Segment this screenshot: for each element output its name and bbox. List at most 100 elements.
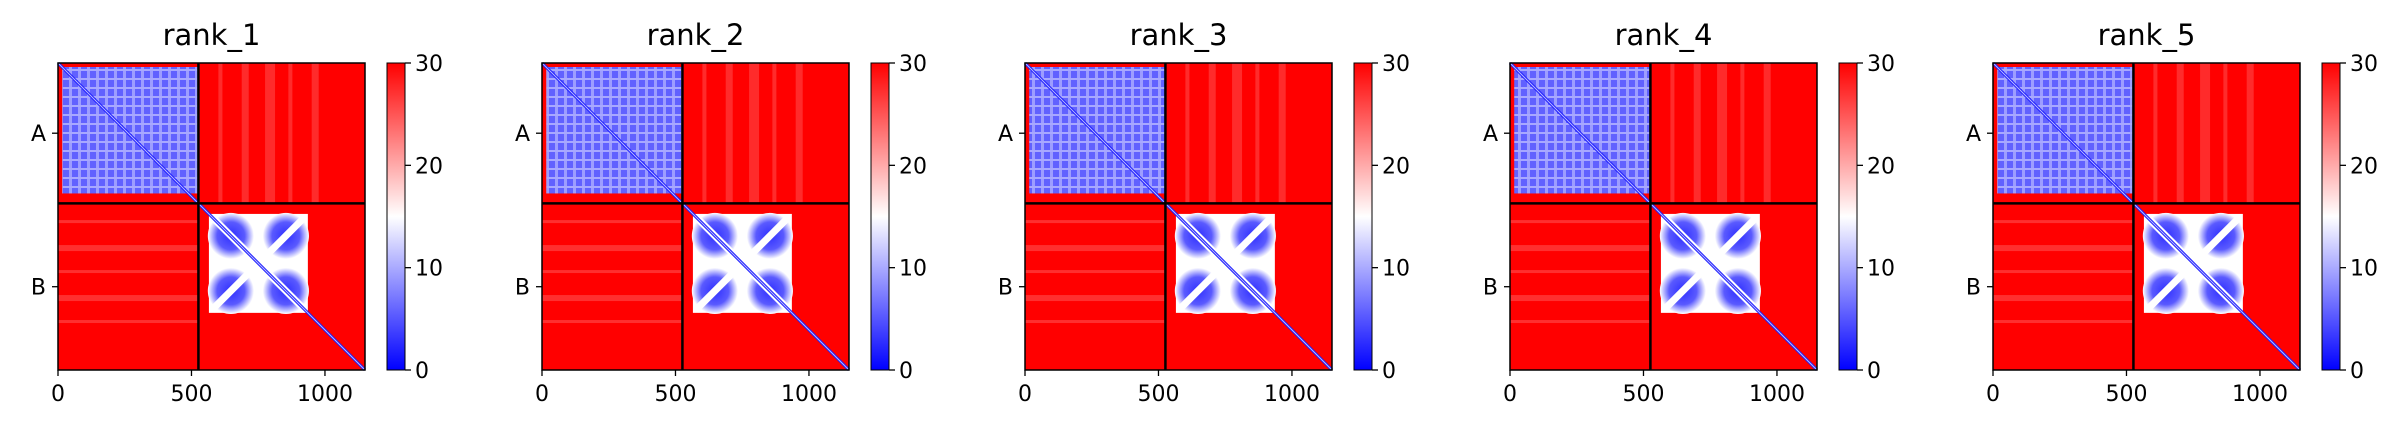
interchain-streak [311, 63, 319, 204]
interchain-streak [1740, 63, 1745, 204]
panel-title: rank_1 [163, 18, 261, 52]
x-tick-label: 0 [51, 382, 65, 407]
interchain-streak [1025, 295, 1166, 302]
y-tick-label: A [1483, 122, 1498, 147]
interchain-streak [2246, 63, 2254, 204]
interchain-streak [1993, 245, 2134, 252]
interchain-streak [1993, 270, 2134, 274]
panel-frame [541, 62, 850, 371]
interchain-streak [288, 63, 293, 204]
panel-title: rank_4 [1615, 18, 1713, 52]
x-tick-label: 500 [1137, 382, 1179, 407]
interchain-streak [1025, 270, 1166, 274]
interchain-streak [1717, 63, 1728, 204]
heatmap-panel: rank_1 0 500 1000 A B 0 10 20 30 [31, 18, 443, 407]
interchain-streak [1278, 63, 1286, 204]
diagonal-highlight [541, 62, 850, 371]
panel-frame [1992, 62, 2301, 371]
colorbar [1838, 62, 1858, 371]
x-tick-label: 500 [170, 382, 212, 407]
x-tick-label: 1000 [1749, 382, 1805, 407]
colorbar-tick-label: 20 [1382, 154, 1410, 179]
x-tick-label: 500 [654, 382, 696, 407]
colorbar-tick-label: 20 [899, 154, 927, 179]
panel-frame [57, 62, 366, 371]
colorbar-tick-label: 30 [1867, 52, 1895, 77]
interchain-streak [1510, 320, 1651, 324]
x-tick-label: 0 [1503, 382, 1517, 407]
panel-frame [1509, 62, 1818, 371]
interchain-streak [1025, 220, 1166, 224]
interchain-streak [1185, 63, 1190, 204]
interchain-streak [58, 320, 199, 324]
interchain-streak [542, 270, 683, 274]
diagonal-highlight [1509, 62, 1818, 371]
interchain-streak [265, 63, 276, 204]
interchain-streak [542, 320, 683, 324]
interchain-streak [1510, 220, 1651, 224]
interchain-streak [1993, 220, 2134, 224]
y-tick-label: B [31, 276, 46, 301]
y-tick-label: B [1483, 276, 1498, 301]
interchain-streak [2223, 63, 2228, 204]
panel-title: rank_3 [1130, 18, 1228, 52]
colorbar [1353, 62, 1373, 371]
y-tick-label: A [1966, 122, 1981, 147]
interchain-streak [1993, 295, 2134, 302]
y-tick-label: B [515, 276, 530, 301]
colorbar-tick-label: 10 [899, 257, 927, 282]
interchain-streak [1510, 245, 1651, 252]
colorbar [386, 62, 406, 371]
colorbar [870, 62, 890, 371]
x-tick-label: 1000 [2232, 382, 2288, 407]
x-tick-label: 1000 [781, 382, 837, 407]
interchain-streak [1763, 63, 1771, 204]
colorbar-tick-label: 10 [2350, 257, 2378, 282]
interchain-streak [1693, 63, 1701, 204]
colorbar-tick-label: 0 [415, 359, 429, 384]
y-tick-label: A [515, 122, 530, 147]
colorbar-tick-label: 0 [1867, 359, 1881, 384]
interchain-streak [542, 295, 683, 302]
interchain-streak [1025, 245, 1166, 252]
heatmap-panel: rank_2 0 500 1000 A B 0 10 20 30 [515, 18, 927, 407]
x-tick-label: 0 [535, 382, 549, 407]
colorbar-tick-label: 20 [2350, 154, 2378, 179]
interchain-streak [1510, 270, 1651, 274]
interchain-streak [58, 220, 199, 224]
interchain-streak [2176, 63, 2184, 204]
interchain-streak [795, 63, 803, 204]
colorbar-tick-label: 20 [415, 154, 443, 179]
colorbar-tick-label: 30 [899, 52, 927, 77]
diagonal-highlight [1024, 62, 1333, 371]
interchain-streak [218, 63, 223, 204]
heatmap-panel: rank_4 0 500 1000 A B 0 10 20 30 [1483, 18, 1895, 407]
panel-title: rank_5 [2098, 18, 2196, 52]
interchain-streak [725, 63, 733, 204]
y-tick-label: A [998, 122, 1013, 147]
interchain-streak [1510, 295, 1651, 302]
x-tick-label: 1000 [297, 382, 353, 407]
interchain-streak [2153, 63, 2158, 204]
x-tick-label: 500 [2105, 382, 2147, 407]
panel-frame [1024, 62, 1333, 371]
interchain-streak [772, 63, 777, 204]
colorbar-tick-label: 0 [1382, 359, 1396, 384]
y-tick-label: B [1966, 276, 1981, 301]
colorbar [2321, 62, 2341, 371]
interchain-streak [1025, 320, 1166, 324]
colorbar-tick-label: 0 [2350, 359, 2364, 384]
diagonal-highlight [1992, 62, 2301, 371]
y-tick-label: B [998, 276, 1013, 301]
colorbar-tick-label: 30 [415, 52, 443, 77]
x-tick-label: 0 [1018, 382, 1032, 407]
x-tick-label: 500 [1622, 382, 1664, 407]
interchain-streak [1208, 63, 1216, 204]
panel-title: rank_2 [647, 18, 745, 52]
heatmap-panel: rank_5 0 500 1000 A B 0 10 20 30 [1966, 18, 2378, 407]
interchain-streak [58, 245, 199, 252]
interchain-streak [702, 63, 707, 204]
interchain-streak [1255, 63, 1260, 204]
y-tick-label: A [31, 122, 46, 147]
